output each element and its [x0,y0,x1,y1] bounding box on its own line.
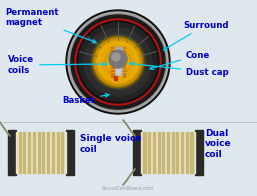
Text: SoundCertBoard.com: SoundCertBoard.com [102,186,154,191]
Text: Single voice
coil: Single voice coil [80,134,142,154]
Text: Basket: Basket [62,94,109,104]
Bar [143,132,146,173]
Circle shape [75,19,161,105]
Bar [66,130,74,175]
Circle shape [109,50,127,68]
Bar [190,132,192,173]
Bar [158,132,160,173]
Circle shape [92,36,144,88]
Bar [52,132,54,173]
Bar [148,132,150,173]
Bar [28,132,30,173]
Bar [61,132,63,173]
Bar [172,132,174,173]
Bar [115,47,122,77]
Text: Cone: Cone [150,51,210,70]
Bar [181,132,183,173]
Bar [153,132,155,173]
Bar [162,132,164,173]
Bar [186,132,188,173]
Text: Dual
voice
coil: Dual voice coil [205,129,232,159]
Bar [176,132,178,173]
Circle shape [77,21,159,103]
Circle shape [68,12,168,112]
Text: Surround: Surround [164,21,228,50]
Bar [47,132,49,173]
Circle shape [90,34,146,90]
Bar [111,47,125,77]
Circle shape [112,53,120,61]
Circle shape [79,23,157,101]
Bar [133,130,141,175]
Bar [114,76,118,80]
Bar [16,132,66,173]
Bar [116,49,120,75]
Circle shape [66,10,170,114]
Bar [167,132,169,173]
Circle shape [94,38,142,86]
Bar [195,130,203,175]
Bar [19,132,21,173]
Bar [8,130,16,175]
Bar [141,132,195,173]
Bar [118,76,122,80]
Bar [33,132,35,173]
Circle shape [84,28,152,96]
Text: Voice
coils: Voice coils [8,55,107,75]
Bar [42,132,44,173]
Bar [38,132,40,173]
Bar [57,132,59,173]
Circle shape [70,14,166,110]
Text: Permanent
magnet: Permanent magnet [5,8,96,43]
Text: Dust cap: Dust cap [130,62,229,76]
Circle shape [71,15,165,109]
Bar [23,132,25,173]
Circle shape [97,41,139,83]
